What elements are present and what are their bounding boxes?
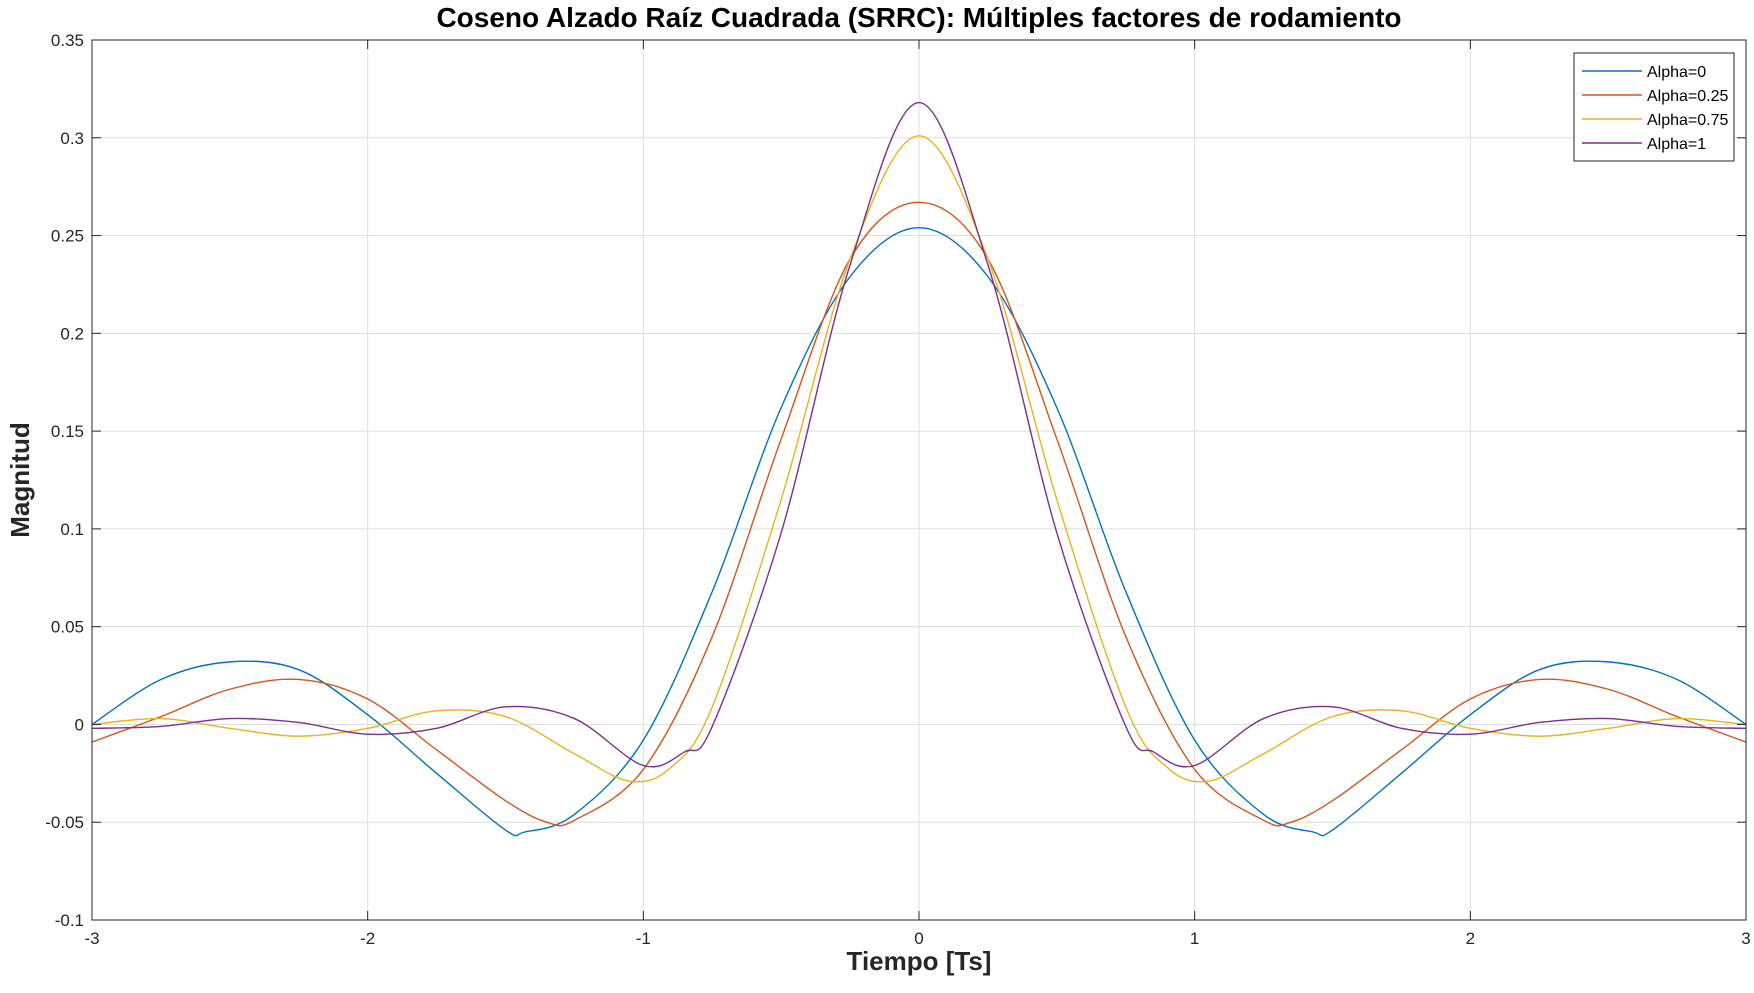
y-tick-label: 0.1 bbox=[60, 520, 84, 539]
x-tick-label: 1 bbox=[1190, 929, 1199, 948]
x-tick-label: -3 bbox=[84, 929, 99, 948]
y-tick-label: -0.05 bbox=[45, 813, 84, 832]
chart-title: Coseno Alzado Raíz Cuadrada (SRRC): Múlt… bbox=[436, 2, 1401, 33]
x-tick-label: 0 bbox=[914, 929, 923, 948]
series-line-alpha-0-75 bbox=[91, 135, 1747, 783]
y-tick-label: 0.2 bbox=[60, 324, 84, 343]
y-tick-label: 0.05 bbox=[51, 618, 84, 637]
series-line-alpha-1 bbox=[91, 101, 1747, 768]
axis-ticks: -3 -2 -1 0 1 2 3 -0.1 -0.05 0 0.05 0.1 0.15 0.2 0.25 0.… bbox=[45, 31, 1750, 948]
legend-label: Alpha=0.25 bbox=[1647, 88, 1729, 105]
y-tick-label: 0.15 bbox=[51, 422, 84, 441]
legend-label: Alpha=0 bbox=[1647, 64, 1706, 81]
y-axis-title: Magnitud bbox=[5, 422, 35, 538]
legend: Alpha=0 Alpha=0.25 Alpha=0.75 Alpha=1 bbox=[1573, 52, 1735, 162]
series-layer bbox=[91, 101, 1747, 837]
y-tick-label: 0.25 bbox=[51, 227, 84, 246]
y-tick-label: -0.1 bbox=[55, 911, 84, 930]
x-tick-label: 2 bbox=[1466, 929, 1475, 948]
x-tick-label: 3 bbox=[1741, 929, 1750, 948]
y-tick-label: 0 bbox=[75, 715, 84, 734]
y-tick-label: 0.35 bbox=[51, 31, 84, 50]
legend-label: Alpha=0.75 bbox=[1647, 112, 1729, 129]
x-tick-label: -1 bbox=[636, 929, 651, 948]
x-tick-label: -2 bbox=[360, 929, 375, 948]
series-line-alpha-0-25 bbox=[91, 201, 1747, 827]
x-axis-title: Tiempo [Ts] bbox=[847, 946, 992, 976]
series-line-alpha-0 bbox=[91, 227, 1747, 837]
legend-label: Alpha=1 bbox=[1647, 136, 1706, 153]
y-tick-label: 0.3 bbox=[60, 129, 84, 148]
